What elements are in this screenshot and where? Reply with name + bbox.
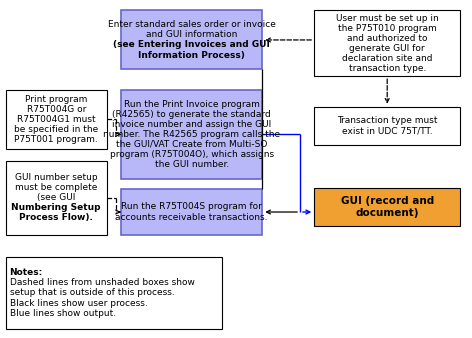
Text: User must be set up in: User must be set up in (336, 14, 438, 23)
Text: exist in UDC 75T/TT.: exist in UDC 75T/TT. (342, 126, 432, 136)
Text: (see Entering Invoices and GUI: (see Entering Invoices and GUI (113, 41, 270, 49)
Text: Information Process): Information Process) (138, 51, 245, 59)
Text: Transaction type must: Transaction type must (337, 117, 438, 125)
Text: transaction type.: transaction type. (348, 64, 426, 73)
Text: Run the Print Invoice program: Run the Print Invoice program (124, 100, 260, 109)
Text: Notes:: Notes: (9, 268, 43, 277)
Text: Numbering Setup: Numbering Setup (11, 203, 101, 212)
Text: GUI (record and: GUI (record and (341, 196, 434, 206)
Text: Print program: Print program (25, 95, 87, 104)
Text: R75T004G1 must: R75T004G1 must (17, 115, 95, 124)
Text: invoice number and assign the GUI: invoice number and assign the GUI (112, 120, 271, 129)
Bar (121, 189, 262, 235)
Text: document): document) (355, 208, 419, 218)
Text: Process Flow).: Process Flow). (19, 213, 93, 222)
Text: program (R75T004O), which assigns: program (R75T004O), which assigns (110, 150, 274, 159)
Bar (121, 10, 262, 70)
Text: generate GUI for: generate GUI for (349, 44, 425, 53)
Text: must be complete: must be complete (15, 183, 97, 192)
Bar (121, 90, 262, 179)
Text: GUI number setup: GUI number setup (15, 173, 98, 182)
Text: (R42565) to generate the standard: (R42565) to generate the standard (112, 110, 271, 119)
Text: and GUI information: and GUI information (146, 30, 237, 40)
Bar (314, 106, 460, 145)
Text: the GUI/VAT Create from Multi-SO: the GUI/VAT Create from Multi-SO (116, 140, 267, 149)
Bar (6, 90, 107, 149)
Bar (6, 161, 107, 235)
Text: (see GUI: (see GUI (37, 193, 76, 202)
Text: the P75T010 program: the P75T010 program (338, 24, 437, 33)
Text: Dashed lines from unshaded boxes show: Dashed lines from unshaded boxes show (9, 279, 194, 287)
Text: accounts receivable transactions.: accounts receivable transactions. (116, 213, 268, 221)
Text: and authorized to: and authorized to (347, 34, 428, 43)
Bar (314, 10, 460, 76)
Text: setup that is outside of this process.: setup that is outside of this process. (9, 289, 174, 297)
Bar (314, 188, 460, 226)
Text: number. The R42565 program calls the: number. The R42565 program calls the (103, 130, 280, 139)
Text: P75T001 program.: P75T001 program. (14, 135, 98, 144)
Text: be specified in the: be specified in the (14, 125, 98, 134)
Bar (6, 257, 222, 329)
Text: declaration site and: declaration site and (342, 54, 432, 63)
Text: R75T004G or: R75T004G or (26, 105, 86, 114)
Text: Run the R75T004S program for: Run the R75T004S program for (121, 202, 262, 212)
Text: Blue lines show output.: Blue lines show output. (9, 309, 116, 318)
Text: the GUI number.: the GUI number. (154, 160, 229, 169)
Text: Black lines show user process.: Black lines show user process. (9, 298, 147, 308)
Text: Enter standard sales order or invoice: Enter standard sales order or invoice (108, 20, 276, 29)
